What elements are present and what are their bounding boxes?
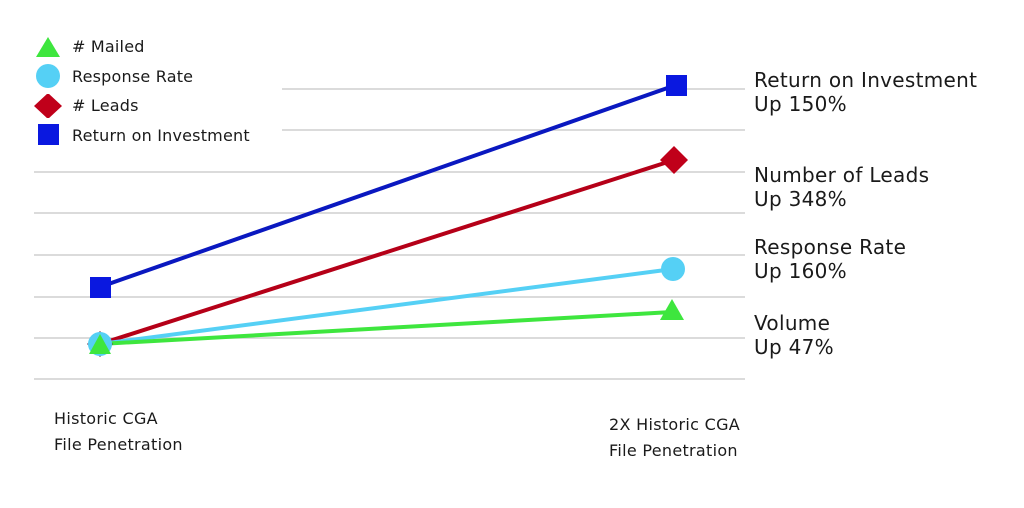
legend-label: Response Rate (72, 66, 194, 86)
x-label-line: Historic CGA (54, 409, 158, 428)
annotation-title: Volume (754, 311, 831, 335)
annotation-title: Response Rate (754, 235, 907, 259)
mailed-marker-right (660, 299, 684, 320)
annotation-title: Return on Investment (754, 68, 978, 92)
leads-marker-right (660, 146, 688, 174)
response-rate-marker-right (661, 257, 685, 281)
legend-item-roi: Return on Investment (34, 121, 250, 151)
series-line-roi (99, 83, 677, 289)
legend-item-leads: # Leads (34, 91, 250, 121)
circle-icon (36, 64, 60, 89)
annotation-value: Up 160% (754, 259, 847, 283)
annotation-response-rate: Response Rate Up 160% (754, 235, 906, 283)
annotation-roi: Return on Investment Up 150% (754, 68, 977, 116)
square-icon (38, 124, 59, 146)
roi-marker-right (666, 75, 687, 96)
series-line-leads (99, 158, 675, 346)
x-label-line: File Penetration (609, 441, 738, 460)
annotation-value: Up 47% (754, 335, 834, 359)
legend: # Mailed Response Rate # Leads Return on… (34, 32, 250, 150)
legend-item-response-rate: Response Rate (34, 62, 250, 92)
legend-label: # Mailed (72, 37, 145, 57)
legend-label: # Leads (72, 96, 139, 116)
roi-marker-left (90, 277, 111, 298)
annotation-title: Number of Leads (754, 163, 930, 187)
x-axis-label-left: Historic CGA File Penetration (54, 406, 183, 458)
triangle-icon (36, 36, 60, 57)
x-label-line: File Penetration (54, 435, 183, 454)
diamond-icon (34, 93, 62, 118)
legend-item-mailed: # Mailed (34, 32, 250, 62)
series-line-mailed (99, 310, 673, 346)
x-axis-label-right: 2X Historic CGA File Penetration (609, 412, 740, 464)
annotation-leads: Number of Leads Up 348% (754, 163, 929, 211)
annotation-value: Up 348% (754, 187, 847, 211)
mailed-marker-left (89, 334, 111, 354)
series-line-response-rate (99, 267, 674, 346)
annotation-volume: Volume Up 47% (754, 311, 834, 359)
annotation-value: Up 150% (754, 92, 847, 116)
x-label-line: 2X Historic CGA (609, 415, 741, 434)
legend-label: Return on Investment (72, 125, 250, 145)
